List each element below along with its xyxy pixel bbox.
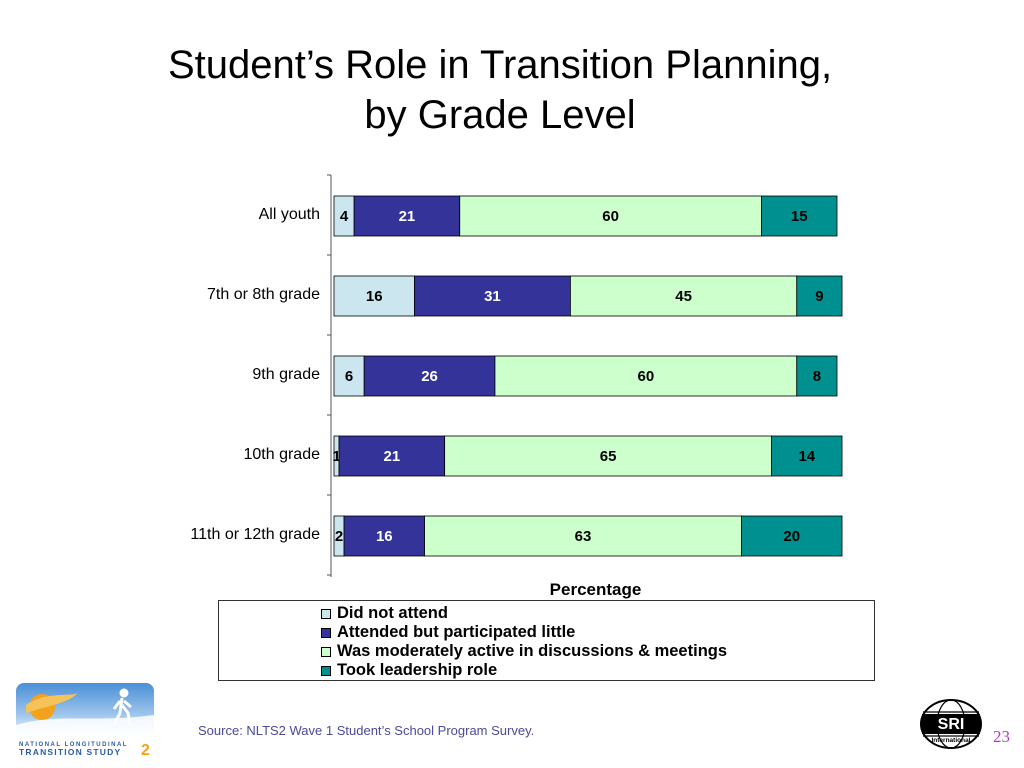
legend-label: Attended but participated little <box>337 623 576 641</box>
sri-logo-subtext: International <box>931 737 970 744</box>
data-label: 9 <box>815 288 823 305</box>
x-axis-label: Percentage <box>550 580 642 599</box>
bar-segment <box>343 515 425 557</box>
bar-segment <box>353 195 461 237</box>
nlts2-logo: NATIONAL LONGITUDINAL TRANSITION STUDY 2 <box>16 683 154 758</box>
legend-swatch <box>321 627 331 638</box>
source-note: Source: NLTS2 Wave 1 Student’s School Pr… <box>198 723 535 738</box>
data-label: 65 <box>600 448 617 465</box>
bar-segment <box>494 355 798 397</box>
bar-segment <box>424 515 742 557</box>
bar-segment <box>459 195 762 237</box>
legend-swatch <box>321 608 331 619</box>
category-label: 11th or 12th grade <box>190 526 320 543</box>
data-label: 16 <box>376 528 393 545</box>
bar-segment <box>771 435 843 477</box>
data-label: 31 <box>484 288 501 305</box>
data-label: 63 <box>575 528 592 545</box>
legend-swatch <box>321 646 331 657</box>
legend-label: Was moderately active in discussions & m… <box>337 642 728 660</box>
bar-segment <box>796 355 838 397</box>
category-label: 7th or 8th grade <box>207 286 320 303</box>
data-label: 60 <box>602 208 619 225</box>
category-label: 9th grade <box>252 366 320 383</box>
bar-segment <box>414 275 571 317</box>
bar-segment <box>761 195 838 237</box>
data-label: 14 <box>798 448 815 465</box>
bar-segment <box>363 355 496 397</box>
sri-international-logo: SRI International <box>920 699 982 749</box>
data-label: 16 <box>366 288 383 305</box>
data-label: 8 <box>813 368 821 385</box>
data-label: 4 <box>340 208 349 225</box>
page-number: 23 <box>993 727 1010 746</box>
title-line-2: by Grade Level <box>364 93 636 137</box>
slide-title: Student’s Role in Transition Planning, b… <box>0 40 1000 140</box>
bar-segment <box>570 275 798 317</box>
bar-segment <box>741 515 843 557</box>
chart-legend: Did not attend Attended but participated … <box>218 600 875 681</box>
legend-item: Did not attend <box>321 604 448 623</box>
category-label: 10th grade <box>243 446 320 463</box>
bar-segment <box>796 275 843 317</box>
bar-segment <box>333 355 365 397</box>
legend-label: Took leadership role <box>337 661 498 679</box>
data-label: 20 <box>783 528 800 545</box>
data-label: 21 <box>399 208 416 225</box>
data-label: 21 <box>384 448 401 465</box>
legend-label: Did not attend <box>337 604 448 622</box>
data-label: 15 <box>791 208 808 225</box>
sri-logo-text: SRI <box>938 716 965 733</box>
data-label: 26 <box>421 368 438 385</box>
legend-swatch <box>321 665 331 676</box>
bar-segment <box>333 275 415 317</box>
category-label: All youth <box>259 206 320 223</box>
data-label: 45 <box>675 288 692 305</box>
data-label: 2 <box>335 528 343 545</box>
nlts-logo-line2: TRANSITION STUDY <box>19 747 121 757</box>
data-label: 60 <box>638 368 655 385</box>
title-line-1: Student’s Role in Transition Planning, <box>167 43 833 87</box>
legend-item: Attended but participated little <box>321 623 575 642</box>
data-label: 6 <box>345 368 353 385</box>
nlts-logo-line1: NATIONAL LONGITUDINAL <box>19 742 128 748</box>
legend-item: Took leadership role <box>321 661 497 680</box>
bar-segment <box>444 435 773 477</box>
bar-segment <box>338 435 446 477</box>
legend-item: Was moderately active in discussions & m… <box>321 642 727 661</box>
nlts-logo-number: 2 <box>141 742 150 758</box>
data-label: 1 <box>332 448 340 465</box>
